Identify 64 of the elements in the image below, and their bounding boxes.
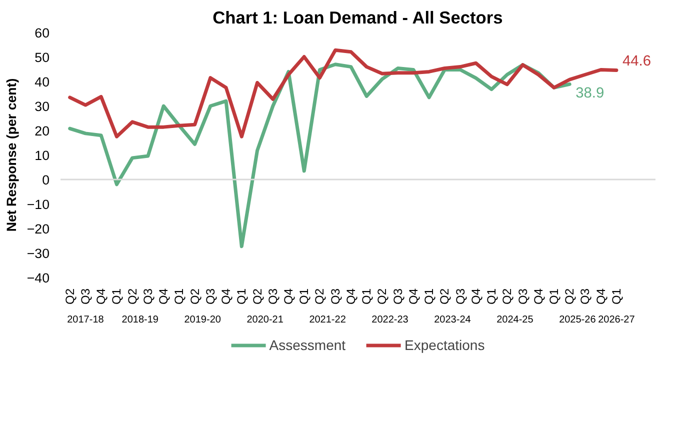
x-tick-label: Q2 bbox=[375, 288, 390, 305]
x-tick-label: Q2 bbox=[500, 288, 514, 305]
legend-label: Expectations bbox=[404, 337, 485, 353]
x-tick-label: Q1 bbox=[172, 288, 186, 305]
text: 2020-21 bbox=[246, 314, 284, 326]
data-label: 44.6 bbox=[622, 54, 651, 70]
text: 2022-23 bbox=[372, 314, 409, 326]
x-tick-label: Q1 bbox=[110, 288, 124, 305]
x-tick-label: Q3 bbox=[78, 288, 92, 305]
text: 2018-19 bbox=[122, 314, 159, 326]
y-tick-label: 20 bbox=[34, 124, 50, 138]
x-tick-label: Q4 bbox=[594, 288, 608, 305]
text: 2017-18 bbox=[67, 314, 104, 326]
x-tick-label: Q1 bbox=[360, 288, 374, 305]
x-tick-label: Q2 bbox=[562, 288, 577, 305]
x-tick-label: Q3 bbox=[516, 288, 530, 305]
data-label: 38.9 bbox=[576, 86, 604, 102]
x-tick-label: Q4 bbox=[156, 288, 171, 305]
y-tick-label: 60 bbox=[34, 26, 50, 40]
legend-label: Assessment bbox=[269, 337, 346, 353]
x-tick-label: Q1 bbox=[297, 288, 312, 305]
x-tick-label: Q4 bbox=[406, 288, 420, 305]
x-tick-label: Q4 bbox=[282, 288, 296, 305]
x-tick-label: Q4 bbox=[468, 288, 483, 305]
chart-title: Chart 1: Loan Demand - All Sectors bbox=[212, 8, 503, 28]
x-tick-label: Q4 bbox=[219, 288, 234, 305]
text: 2026-27 bbox=[598, 314, 636, 326]
x-tick-label: Q2 bbox=[312, 288, 327, 305]
y-tick-label: 0 bbox=[42, 172, 50, 188]
text: 2021-22 bbox=[309, 314, 346, 326]
x-tick-label: Q1 bbox=[609, 288, 624, 305]
x-tick-label: Q4 bbox=[94, 288, 108, 305]
x-tick-label: Q1 bbox=[546, 288, 561, 305]
text: 2025-26 bbox=[559, 314, 596, 326]
y-axis-title: Net Response (per cent) bbox=[4, 78, 19, 232]
x-tick-label: Q3 bbox=[390, 288, 405, 305]
y-tick-label: 30 bbox=[34, 99, 50, 114]
x-tick-label: Q1 bbox=[234, 288, 249, 305]
x-tick-label: Q2 bbox=[438, 288, 452, 305]
x-tick-label: Q3 bbox=[328, 288, 342, 305]
x-tick-label: Q1 bbox=[484, 288, 499, 305]
x-tick-label: Q3 bbox=[453, 288, 468, 305]
y-tick-label: −20 bbox=[26, 222, 50, 236]
x-tick-label: Q2 bbox=[125, 288, 140, 305]
x-tick-label: Q2 bbox=[250, 288, 264, 305]
text: 2023-24 bbox=[434, 314, 472, 326]
x-tick-label: Q1 bbox=[422, 288, 436, 305]
x-tick-label: Q2 bbox=[188, 288, 202, 305]
x-tick-label: Q3 bbox=[140, 288, 155, 305]
x-tick-label: Q4 bbox=[344, 288, 358, 305]
y-tick-label: −30 bbox=[26, 246, 50, 261]
x-tick-label: Q2 bbox=[62, 288, 77, 305]
x-tick-label: Q3 bbox=[203, 288, 218, 305]
x-tick-label: Q3 bbox=[266, 288, 280, 305]
line-series bbox=[68, 48, 618, 138]
text: 2024-25 bbox=[496, 314, 534, 326]
x-tick-label: Q4 bbox=[531, 288, 546, 305]
y-tick-label: 40 bbox=[34, 74, 50, 90]
y-tick-label: −10 bbox=[26, 197, 50, 212]
y-tick-label: 10 bbox=[34, 148, 50, 163]
x-tick-label: Q3 bbox=[578, 288, 592, 305]
y-tick-label: 50 bbox=[34, 50, 50, 65]
text: 2019-20 bbox=[184, 314, 222, 326]
y-tick-label: −40 bbox=[26, 270, 50, 286]
